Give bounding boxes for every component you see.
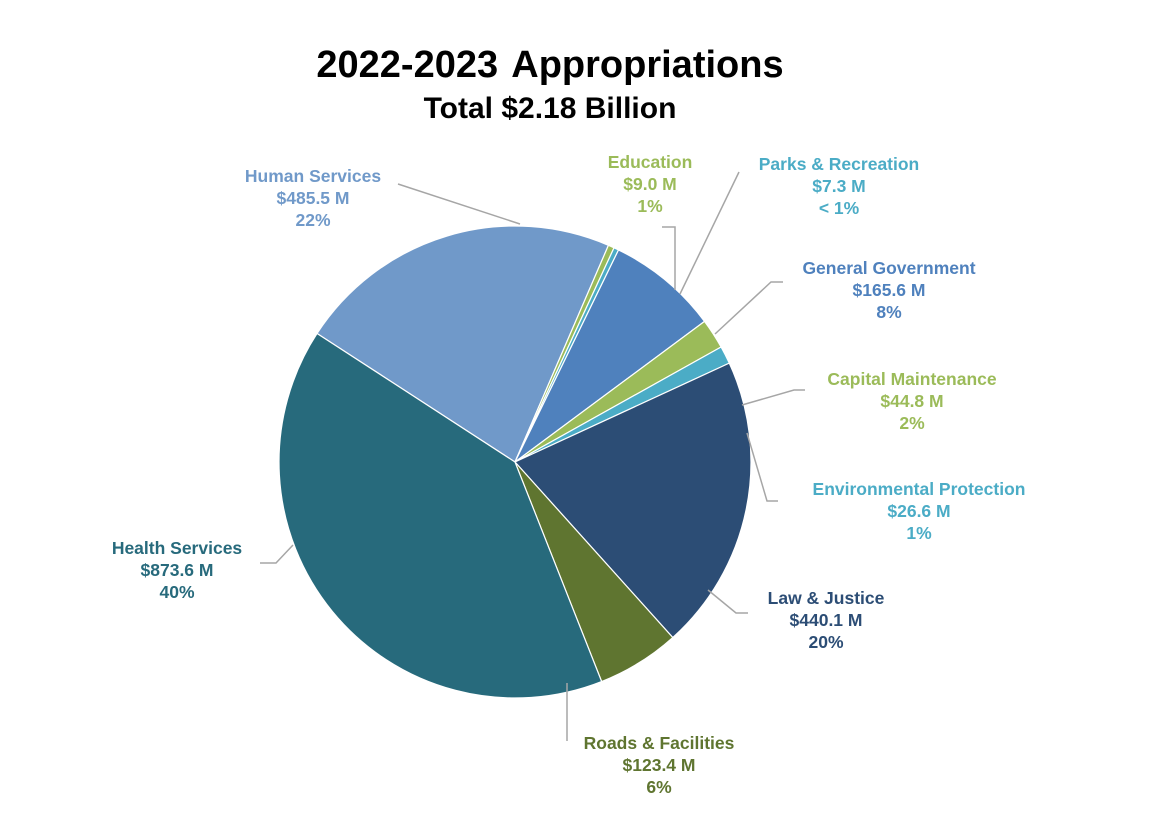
slice-name-label: Health Services [112,538,243,558]
slice-percent-label: 1% [906,523,932,543]
slice-name-label: Human Services [245,166,381,186]
data-label-law-and-justice: Law & Justice$440.1 M20% [768,588,885,652]
data-label-general-government: General Government$165.6 M8% [802,258,975,322]
data-label-environmental-protection: Environmental Protection$26.6 M1% [813,479,1026,543]
leader-line-education [662,226,676,290]
slice-name-label: General Government [802,258,975,278]
chart-title: 2022-2023 Appropriations [316,44,784,86]
slice-percent-label: 40% [159,582,194,602]
leader-line-human-services [397,183,521,225]
slice-value-label: $440.1 M [790,610,863,630]
pie-slice-human-services [316,225,610,463]
slice-percent-label: 22% [295,210,330,230]
slice-value-label: $9.0 M [623,174,677,194]
slice-value-label: $44.8 M [880,391,943,411]
leader-line-health-services [260,544,294,564]
leader-line-general-government [714,281,783,335]
slice-value-label: $485.5 M [277,188,350,208]
slice-value-label: $26.6 M [887,501,950,521]
slice-percent-label: 6% [646,777,672,797]
slice-name-label: Education [608,152,693,172]
data-label-health-services: Health Services$873.6 M40% [112,538,243,602]
slice-value-label: $123.4 M [623,755,696,775]
slice-name-label: Parks & Recreation [759,154,920,174]
pie-slice-health-services [278,332,603,699]
slice-percent-label: 2% [899,413,925,433]
slice-value-label: $873.6 M [141,560,214,580]
leader-line-parks-and-recreation [679,171,740,295]
leader-line-capital-maintenance [741,389,805,406]
slice-name-label: Capital Maintenance [827,369,996,389]
slice-percent-label: < 1% [819,198,860,218]
slice-percent-label: 8% [876,302,902,322]
pie-slice-law-and-justice [514,362,752,639]
slice-name-label: Law & Justice [768,588,885,608]
slice-percent-label: 1% [637,196,663,216]
slice-name-label: Environmental Protection [813,479,1026,499]
data-label-roads-and-facilities: Roads & Facilities$123.4 M6% [584,733,735,797]
slice-value-label: $7.3 M [812,176,866,196]
slice-percent-label: 20% [808,632,843,652]
data-label-parks-and-recreation: Parks & Recreation$7.3 M< 1% [759,154,920,218]
leader-line-environmental-protection [746,432,778,502]
chart-subtitle: Total $2.18 Billion [423,92,677,125]
pie-slice-general-government [514,249,706,463]
leader-line-law-and-justice [707,589,748,614]
data-label-education: Education$9.0 M1% [608,152,693,216]
data-label-human-services: Human Services$485.5 M22% [245,166,381,230]
data-label-capital-maintenance: Capital Maintenance$44.8 M2% [827,369,996,433]
slice-value-label: $165.6 M [853,280,926,300]
slice-name-label: Roads & Facilities [584,733,735,753]
